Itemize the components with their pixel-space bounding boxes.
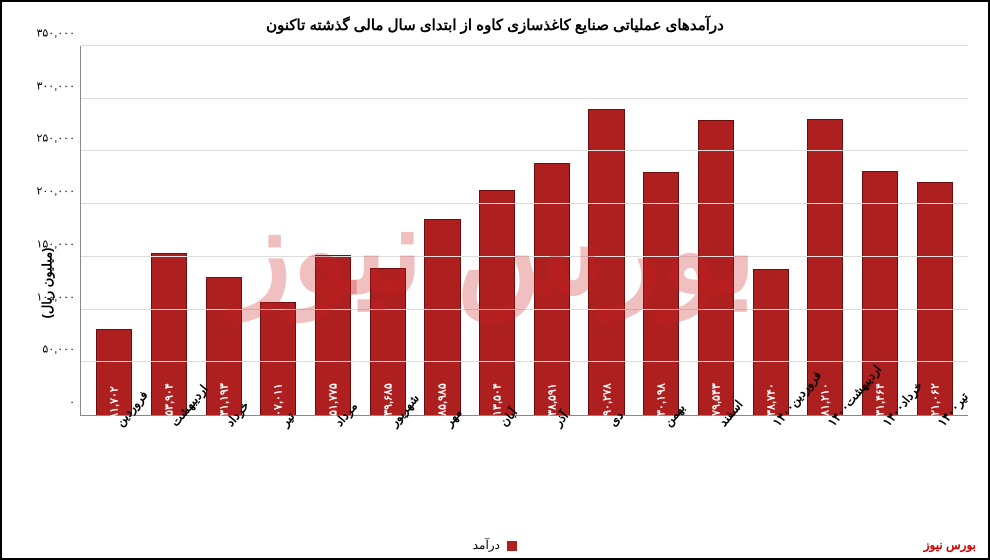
x-label: مهر bbox=[415, 416, 470, 520]
legend-label: درآمد bbox=[473, 538, 500, 552]
x-label: اردیبهشت bbox=[141, 416, 196, 520]
grid-line bbox=[81, 361, 968, 362]
bar-slot: ۱۵۱,۷۷۵ bbox=[306, 46, 361, 415]
bar-slot: ۲۳۸,۵۹۱ bbox=[525, 46, 580, 415]
bar: ۱۰۷,۰۱۱ bbox=[260, 302, 296, 415]
bar: ۲۱۳,۵۰۴ bbox=[479, 190, 515, 415]
bar-slot: ۲۲۱,۰۶۲ bbox=[907, 46, 962, 415]
x-label: اسفند bbox=[688, 416, 743, 520]
x-label: شهریور bbox=[360, 416, 415, 520]
bar: ۲۳۸,۵۹۱ bbox=[534, 163, 570, 415]
bar: ۲۲۱,۰۶۲ bbox=[917, 182, 953, 415]
bar: ۱۵۱,۷۷۵ bbox=[315, 255, 351, 415]
bar-slot: ۲۹۰,۲۷۸ bbox=[579, 46, 634, 415]
y-axis-label: (میلیون ریال) bbox=[39, 248, 55, 319]
grid-line bbox=[81, 150, 968, 151]
grid-line bbox=[81, 45, 968, 46]
source-footer: بورس نیوز bbox=[924, 538, 976, 552]
x-label: دی bbox=[579, 416, 634, 520]
x-label: خرداد bbox=[196, 416, 251, 520]
x-label: مرداد bbox=[305, 416, 360, 520]
legend-swatch bbox=[507, 541, 517, 551]
y-tick: ۰ bbox=[69, 396, 81, 409]
grid-line bbox=[81, 309, 968, 310]
bar-slot: ۲۸۱,۲۱۰ bbox=[798, 46, 853, 415]
chart-area: (میلیون ریال) ۸۱,۷۰۲۱۵۳,۹۰۴ ۱۳۱,۱۹۳ ۱۰۷,۰۱… bbox=[2, 46, 988, 520]
bar-slot: ۱۳۸,۷۴۰ bbox=[743, 46, 798, 415]
bar-slot: ۱۳۹,۶۸۵ bbox=[360, 46, 415, 415]
grid-line bbox=[81, 98, 968, 99]
bar-slot: ۲۳۱,۴۶۴ bbox=[853, 46, 908, 415]
bar: ۲۳۰,۱۹۸ bbox=[643, 172, 679, 415]
x-label: فروردین۱۴۰۰ bbox=[743, 416, 798, 520]
x-label: تیر bbox=[250, 416, 305, 520]
y-tick: ۵۰,۰۰۰ bbox=[42, 343, 81, 356]
bar-slot: ۱۳۱,۱۹۳ bbox=[196, 46, 251, 415]
y-tick: ۳۵۰,۰۰۰ bbox=[36, 27, 81, 40]
bar-slot: ۲۱۳,۵۰۴ bbox=[470, 46, 525, 415]
x-label: فروردین bbox=[86, 416, 141, 520]
grid-line bbox=[81, 256, 968, 257]
y-tick: ۱۰۰,۰۰۰ bbox=[36, 290, 81, 303]
plot-area: ۸۱,۷۰۲۱۵۳,۹۰۴ ۱۳۱,۱۹۳ ۱۰۷,۰۱۱ ۱۵۱,۷۷۵ ۱۳۹,۶۸… bbox=[80, 46, 968, 416]
grid-line bbox=[81, 203, 968, 204]
bar: ۲۹۰,۲۷۸ bbox=[588, 109, 624, 415]
bar-slot: ۸۱,۷۰۲ bbox=[87, 46, 142, 415]
x-label: آبان bbox=[469, 416, 524, 520]
y-tick: ۳۰۰,۰۰۰ bbox=[36, 79, 81, 92]
bar-slot: ۱۸۵,۹۸۵ bbox=[415, 46, 470, 415]
chart-title: درآمدهای عملیاتی صنایع کاغذسازی کاوه از … bbox=[2, 2, 988, 44]
x-labels: فروردیناردیبهشتخردادتیرمردادشهریورمهرآبا… bbox=[80, 416, 968, 520]
bar: ۱۸۵,۹۸۵ bbox=[424, 219, 460, 415]
bars-container: ۸۱,۷۰۲۱۵۳,۹۰۴ ۱۳۱,۱۹۳ ۱۰۷,۰۱۱ ۱۵۱,۷۷۵ ۱۳۹,۶۸… bbox=[81, 46, 968, 415]
y-tick: ۲۵۰,۰۰۰ bbox=[36, 132, 81, 145]
x-label: تیر۱۴۰۰ bbox=[907, 416, 962, 520]
bar: ۱۳۹,۶۸۵ bbox=[370, 268, 406, 415]
bar-slot: ۱۵۳,۹۰۴ bbox=[142, 46, 197, 415]
x-label: بهمن bbox=[634, 416, 689, 520]
x-label: خرداد۱۴۰۰ bbox=[853, 416, 908, 520]
bar: ۲۷۹,۵۴۳ bbox=[698, 120, 734, 415]
legend: درآمد bbox=[2, 538, 988, 552]
y-tick: ۲۰۰,۰۰۰ bbox=[36, 185, 81, 198]
bar: ۱۳۱,۱۹۳ bbox=[206, 277, 242, 415]
bar: ۱۳۸,۷۴۰ bbox=[753, 269, 789, 415]
y-tick: ۱۵۰,۰۰۰ bbox=[36, 237, 81, 250]
bar-slot: ۲۷۹,۵۴۳ bbox=[689, 46, 744, 415]
bar: ۱۵۳,۹۰۴ bbox=[151, 253, 187, 415]
x-label: اردیبهشت۱۴۰۰ bbox=[798, 416, 853, 520]
bar-slot: ۲۳۰,۱۹۸ bbox=[634, 46, 689, 415]
x-label: آذر bbox=[524, 416, 579, 520]
bar-slot: ۱۰۷,۰۱۱ bbox=[251, 46, 306, 415]
